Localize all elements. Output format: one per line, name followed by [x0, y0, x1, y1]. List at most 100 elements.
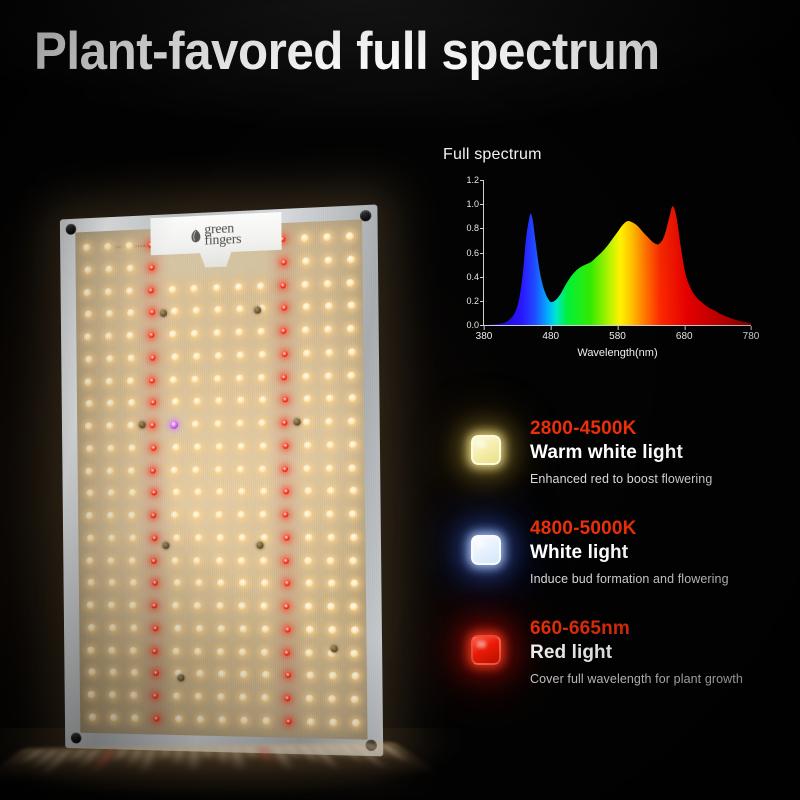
- feature-item: 660-665nm Red light Cover full wavelength …: [452, 612, 782, 712]
- white-led-dot: [192, 352, 201, 361]
- white-led-dot: [193, 602, 202, 611]
- brand-logo: green fingers: [189, 223, 241, 248]
- white-led-dot: [196, 715, 205, 724]
- pcb-screw-icon: [159, 309, 167, 317]
- feature-text: 660-665nm Red light Cover full wavelength …: [530, 618, 782, 686]
- white-led-dot: [170, 466, 179, 475]
- white-led-dot: [215, 602, 224, 611]
- white-led-dot: [327, 649, 336, 658]
- red-led-dot: [281, 465, 288, 472]
- white-led-dot: [258, 350, 267, 359]
- white-led-dot: [237, 488, 246, 497]
- white-led-dot: [212, 283, 221, 292]
- white-led-dot: [107, 601, 116, 610]
- white-led-dot: [126, 376, 135, 385]
- red-led-dot: [152, 535, 159, 542]
- red-led-dot: [153, 715, 160, 722]
- white-led-dot: [214, 511, 223, 520]
- white-led-dot: [302, 418, 311, 427]
- white-led-dot: [173, 579, 182, 588]
- white-led-dot: [108, 579, 117, 588]
- red-led-dot: [148, 286, 155, 294]
- mounting-hole-icon: [359, 209, 372, 222]
- white-led-dot: [257, 304, 267, 313]
- white-led-dot: [237, 556, 246, 565]
- white-led-dot: [127, 309, 136, 318]
- white-led-dot: [304, 533, 314, 542]
- white-led-dot: [304, 648, 314, 657]
- white-led-dot: [105, 377, 114, 386]
- white-led-dot: [234, 282, 243, 291]
- white-led-dot: [172, 601, 181, 610]
- white-led-dot: [259, 556, 268, 565]
- white-led-dot: [259, 487, 268, 497]
- feature-item: 2800-4500K Warm white light Enhanced red t…: [452, 412, 782, 512]
- white-led-dot: [239, 670, 248, 679]
- white-led-dot: [84, 310, 93, 319]
- white-led-dot: [109, 668, 118, 677]
- feature-name: Warm white light: [530, 442, 683, 464]
- white-led-dot: [192, 397, 201, 406]
- feature-description: Cover full wavelength for plant growth: [530, 672, 743, 687]
- feature-name: White light: [530, 542, 629, 564]
- white-led-dot: [128, 444, 137, 453]
- x-axis-tick: 780: [742, 326, 760, 342]
- spectrum-curve: [484, 206, 751, 325]
- white-led-dot: [214, 351, 223, 360]
- white-led-dot: [303, 556, 313, 565]
- x-axis-label: Wavelength(nm): [577, 347, 658, 359]
- white-led-dot: [110, 713, 118, 722]
- white-led-dot: [259, 602, 268, 611]
- white-led-dot: [218, 716, 227, 725]
- pcb-screw-icon: [254, 306, 262, 314]
- white-led-dot: [349, 556, 358, 565]
- feature-text: 2800-4500K Warm white light Enhanced red t…: [530, 418, 782, 486]
- white-led-dot: [348, 463, 357, 473]
- white-led-dot: [194, 647, 203, 656]
- white-led-dot: [326, 602, 336, 612]
- pcb-screw-icon: [177, 674, 185, 682]
- white-led-dot: [237, 442, 246, 451]
- red-led-dot: [281, 304, 288, 312]
- led-chip-icon-wrap: [462, 526, 510, 574]
- white-led-dot: [303, 395, 312, 404]
- red-led-dot: [280, 258, 287, 266]
- feature-name: Red light: [530, 642, 613, 664]
- red-led-dot: [150, 467, 157, 474]
- white-led-dot: [325, 302, 334, 311]
- led-grow-light-panel: DC 48V 240W 5A green fingers: [58, 204, 384, 757]
- white-led-dot: [256, 281, 265, 291]
- white-led-dot: [261, 625, 270, 634]
- white-led-dot: [260, 579, 269, 588]
- red-led-dot: [150, 354, 157, 361]
- y-axis-tick: 0.4: [466, 271, 484, 282]
- white-led-dot: [195, 624, 204, 633]
- white-led-dot: [129, 601, 138, 610]
- white-led-dot: [169, 375, 178, 384]
- white-led-chip-icon: [471, 535, 501, 565]
- white-led-dot: [238, 693, 247, 702]
- white-led-dot: [88, 668, 97, 677]
- white-led-dot: [305, 694, 314, 704]
- pcb-screw-icon: [293, 418, 301, 426]
- white-led-dot: [195, 670, 204, 679]
- feature-description: Enhanced red to boost flowering: [530, 472, 713, 487]
- white-led-dot: [172, 534, 181, 543]
- white-led-dot: [192, 306, 201, 316]
- white-led-dot: [169, 330, 178, 339]
- led-circuit-board: DC 48V 240W 5A: [75, 219, 368, 740]
- white-led-dot: [108, 534, 117, 543]
- white-led-dot: [328, 672, 338, 681]
- white-led-dot: [324, 417, 334, 427]
- x-axis-tick: 680: [675, 326, 693, 342]
- white-led-dot: [347, 255, 356, 264]
- white-led-dot: [84, 265, 93, 275]
- white-led-dot: [193, 488, 202, 497]
- red-led-dot: [282, 557, 289, 564]
- y-axis-tick: 1.2: [466, 175, 484, 185]
- white-led-dot: [239, 625, 248, 634]
- white-led-dot: [323, 233, 332, 242]
- white-led-dot: [238, 533, 247, 542]
- white-led-dot: [327, 533, 336, 542]
